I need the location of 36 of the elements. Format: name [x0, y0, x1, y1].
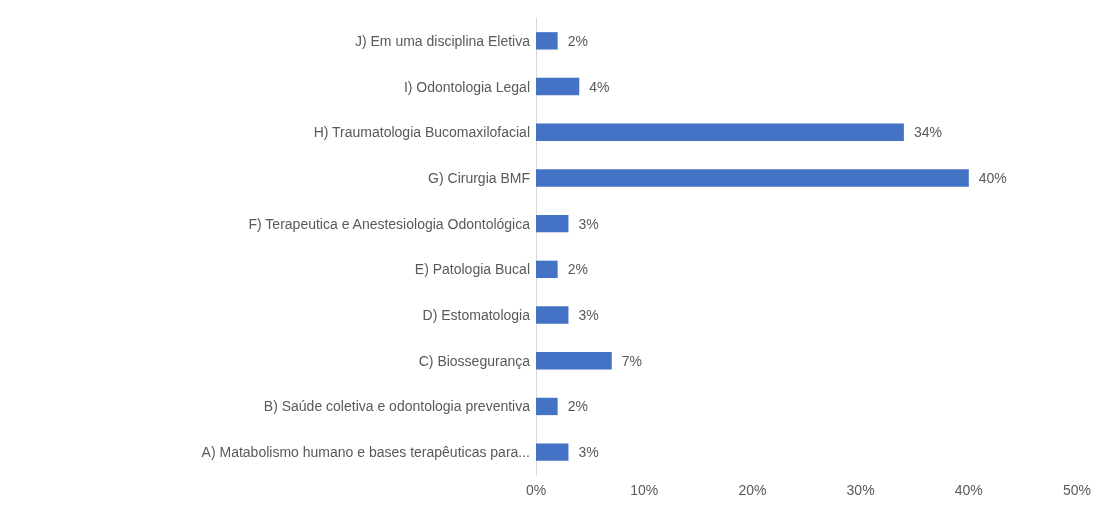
data-label: 40%	[978, 169, 1007, 186]
x-tick-label: 0%	[525, 482, 547, 498]
bar	[536, 77, 580, 96]
data-label: 7%	[621, 352, 642, 369]
y-tick-label: F) Terapeutica e Anestesiologia Odontológica	[248, 215, 531, 232]
data-label: 2%	[567, 32, 588, 49]
bar	[536, 352, 612, 370]
bar	[536, 443, 569, 461]
bar	[536, 306, 569, 324]
y-tick-label: D) Estomatologia	[422, 307, 531, 324]
x-tick-label: 30%	[846, 482, 875, 498]
data-label: 4%	[589, 78, 610, 95]
bar	[536, 214, 569, 233]
data-label: 3%	[578, 307, 599, 324]
bar	[536, 260, 558, 279]
y-tick-label: C) Biossegurança	[418, 352, 531, 369]
y-tick-label: J) Em uma disciplina Eletiva	[354, 32, 531, 49]
y-tick-label: G) Cirurgia BMF	[428, 169, 530, 186]
bar	[536, 123, 904, 141]
x-tick-label: 50%	[1062, 482, 1092, 498]
bar	[536, 169, 969, 187]
x-tick-label: 10%	[630, 482, 659, 498]
data-label: 2%	[567, 261, 588, 278]
data-label: 3%	[578, 444, 599, 461]
y-tick-label: A) Matabolismo humano e bases terapêuticas para...	[201, 444, 530, 461]
data-label: 2%	[567, 398, 588, 415]
data-label: 34%	[913, 124, 942, 141]
bar	[536, 32, 558, 50]
x-tick-label: 20%	[738, 482, 767, 498]
bar	[536, 397, 558, 416]
data-label: 3%	[578, 215, 599, 232]
y-tick-label: H) Traumatologia Bucomaxilofacial	[313, 124, 530, 141]
y-tick-label: E) Patologia Bucal	[414, 261, 530, 278]
y-tick-label: I) Odontologia Legal	[403, 78, 530, 95]
x-tick-label: 40%	[954, 482, 983, 498]
y-tick-label: B) Saúde coletiva e odontologia preventiva	[263, 398, 531, 415]
